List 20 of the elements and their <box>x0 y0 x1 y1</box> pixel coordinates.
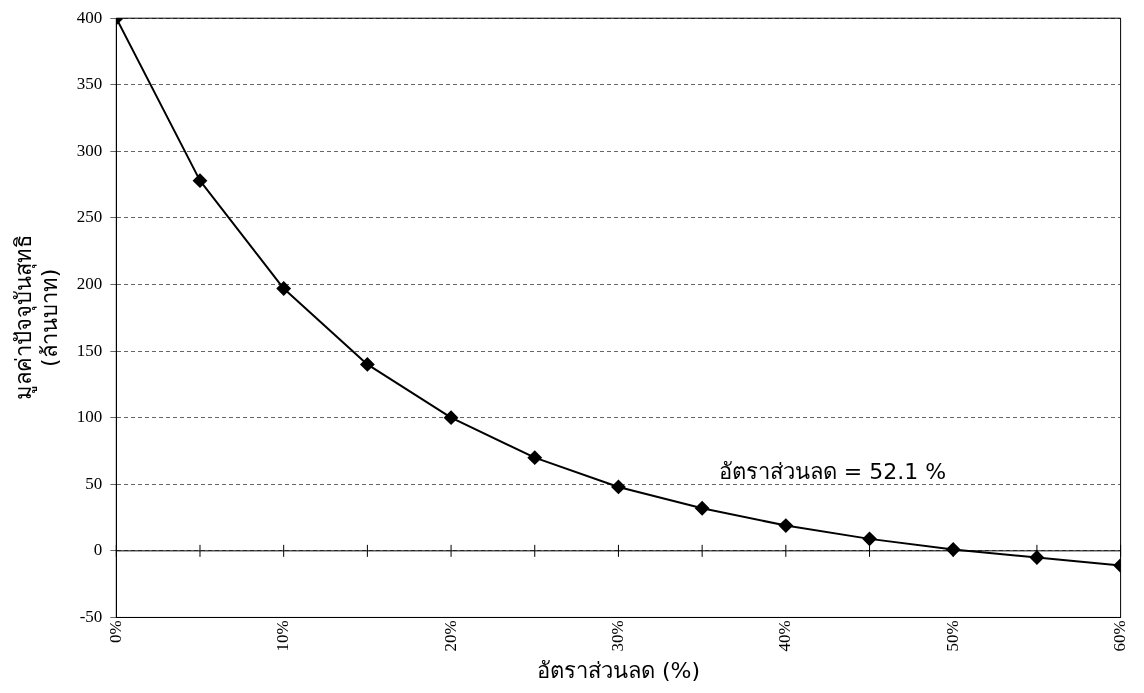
annotation: อัตราส่วนลด = 52.1 % <box>718 459 947 485</box>
x-axis-title: อัตราส่วนลด (%) <box>536 657 700 683</box>
y-tick-label: 0 <box>93 540 103 560</box>
y-tick-label: 300 <box>76 140 103 160</box>
x-tick-label: 60% <box>1110 620 1130 652</box>
y-tick-label: 50 <box>85 473 103 493</box>
x-tick-label: 30% <box>607 620 627 652</box>
x-tick-label: 20% <box>440 620 460 652</box>
x-tick-label: 0% <box>105 620 125 644</box>
y-tick-label: 150 <box>76 340 103 360</box>
y-tick-label: 400 <box>76 7 103 27</box>
y-tick-label: -50 <box>79 606 103 626</box>
y-tick-label: 100 <box>76 407 103 427</box>
y-tick-label: 350 <box>76 74 103 94</box>
y-tick-label: 250 <box>76 207 103 227</box>
y-tick-label: 200 <box>76 274 103 293</box>
y-axis-title: มูลค่าปัจจุบันสุทธิ (ล้านบาท) <box>10 235 63 401</box>
x-tick-label: 50% <box>942 620 962 652</box>
x-tick-label: 10% <box>273 620 293 652</box>
x-tick-label: 40% <box>775 620 795 652</box>
